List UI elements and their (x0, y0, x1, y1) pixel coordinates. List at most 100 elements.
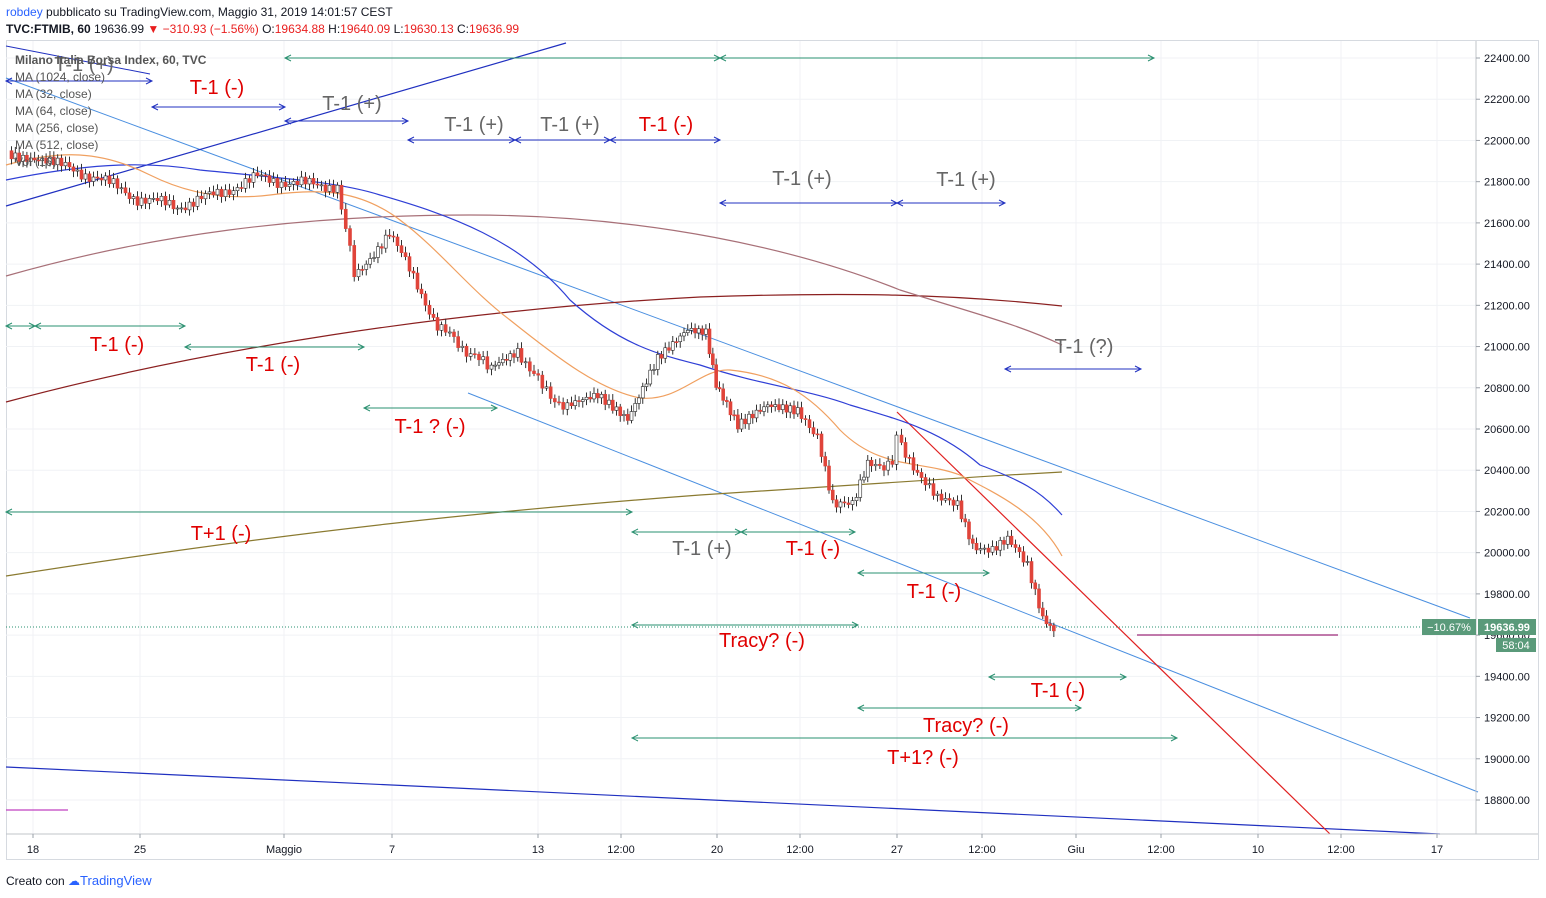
candle-body (331, 185, 336, 193)
candle-body (592, 393, 596, 400)
annotation-label: Tracy? (-) (719, 630, 805, 652)
candle-body (435, 317, 440, 331)
legend-item[interactable]: MA (32, close) (15, 87, 92, 101)
candle-body (846, 502, 851, 505)
arrow-head (1003, 365, 1012, 373)
author-name[interactable]: robdey (6, 5, 43, 19)
candle-body (473, 353, 477, 356)
candle-body (48, 156, 52, 164)
annotation-label: T-1 (+) (672, 538, 731, 560)
chart-frame[interactable] (6, 40, 1539, 860)
created-with-label: Creato con (6, 874, 65, 888)
annotation-label: T-1 (-) (639, 114, 693, 136)
candle-body (854, 497, 859, 501)
candle-body (777, 404, 781, 410)
candle-body (939, 493, 944, 501)
percent-badge-text: −10.67% (1427, 622, 1471, 634)
candle-body (565, 402, 570, 410)
candle-body (215, 188, 220, 196)
candle-body (931, 483, 936, 496)
candle-body (399, 245, 404, 253)
candle-body (1029, 561, 1034, 584)
candle-body (360, 269, 365, 271)
arrow-head (718, 199, 727, 207)
ma-orange-curve (5, 154, 1063, 557)
change-value: −310.93 (−1.56%) (162, 22, 259, 36)
candle-body (356, 269, 361, 278)
annotation-label: T-1 (-) (246, 354, 300, 376)
arrow-head (4, 508, 13, 516)
open-label: O: (262, 22, 275, 36)
candle-body (696, 328, 701, 334)
candle-body (1040, 607, 1045, 617)
annotation-label: T-1 (?) (1055, 336, 1114, 358)
candle-body (1013, 544, 1018, 548)
tradingview-brand[interactable]: TradingView (80, 873, 152, 888)
arrow-head (987, 673, 996, 681)
candle-body (219, 188, 224, 197)
candle-body (728, 401, 733, 416)
y-axis[interactable]: 22400.00 22200.00 22000.00 21800.00 21600.00… (6, 41, 1538, 835)
arrow-head (1170, 734, 1179, 742)
candle-body (83, 173, 88, 180)
candle-body (199, 195, 204, 200)
x-tick-label: 12:00 (786, 844, 814, 856)
arrow-head (513, 136, 522, 144)
candle-body (207, 191, 212, 194)
candle-body (1033, 582, 1038, 590)
legend-item[interactable]: MA (64, close) (15, 104, 92, 118)
candle-body (882, 465, 886, 471)
y-tick-label: 21000.00 (1484, 342, 1530, 354)
candle-body (951, 499, 956, 506)
candle-body (548, 386, 553, 399)
candle-body (911, 457, 916, 471)
candle-body (40, 157, 45, 162)
arrow-head (145, 77, 154, 85)
arrow-head (150, 103, 159, 111)
candle-body (644, 383, 649, 387)
y-tick-label: 20600.00 (1484, 424, 1530, 436)
high-value: 19640.09 (340, 22, 391, 36)
arrow-head (1119, 673, 1128, 681)
legend-item[interactable]: MA (256, close) (15, 121, 99, 135)
x-tick-label: Maggio (266, 844, 302, 856)
arrow-head (401, 117, 410, 125)
candle-body (123, 187, 128, 194)
candle-body (485, 356, 490, 370)
arrow-head (362, 404, 371, 412)
candle-body (717, 387, 722, 390)
candle-body (411, 270, 416, 274)
candle-body (223, 189, 228, 197)
candle-body (251, 172, 256, 183)
y-tick-label: 21600.00 (1484, 218, 1530, 230)
trendline-blue-rising (5, 42, 567, 207)
candle-body (569, 402, 574, 406)
candle-body (732, 414, 736, 417)
legend-item[interactable]: MA (1024, close) (15, 70, 106, 84)
candle-body (87, 173, 92, 182)
candle-body (13, 152, 18, 160)
y-tick-label: 19000.00 (1484, 754, 1530, 766)
annotation-label: T+1? (-) (887, 747, 959, 769)
x-tick-label: 20 (711, 844, 723, 856)
x-tick-label: 7 (389, 844, 395, 856)
candle-body (448, 331, 452, 334)
arrow-head (1074, 704, 1083, 712)
candle-body (183, 207, 188, 211)
candle-body (947, 498, 952, 501)
candle-body (115, 178, 120, 189)
legend-title[interactable]: Milano Italia Borsa Index, 60, TVC (15, 53, 207, 67)
x-axis[interactable]: 18 25 Maggio 7 13 12:00 20 12:00 27 12:00 Giu 12:00… (27, 834, 1443, 856)
candle-body (131, 196, 136, 199)
candle-body (762, 406, 766, 412)
tradingview-logo-icon[interactable]: ☁ (68, 874, 81, 888)
candle-body (637, 397, 641, 404)
candle-body (536, 373, 540, 376)
candle-body (959, 500, 964, 520)
grid (6, 41, 1476, 834)
legend-item[interactable]: Vol (16) (15, 155, 57, 169)
legend-item[interactable]: MA (512, close) (15, 138, 99, 152)
candle-body (907, 457, 912, 459)
close-label: C: (456, 22, 469, 36)
